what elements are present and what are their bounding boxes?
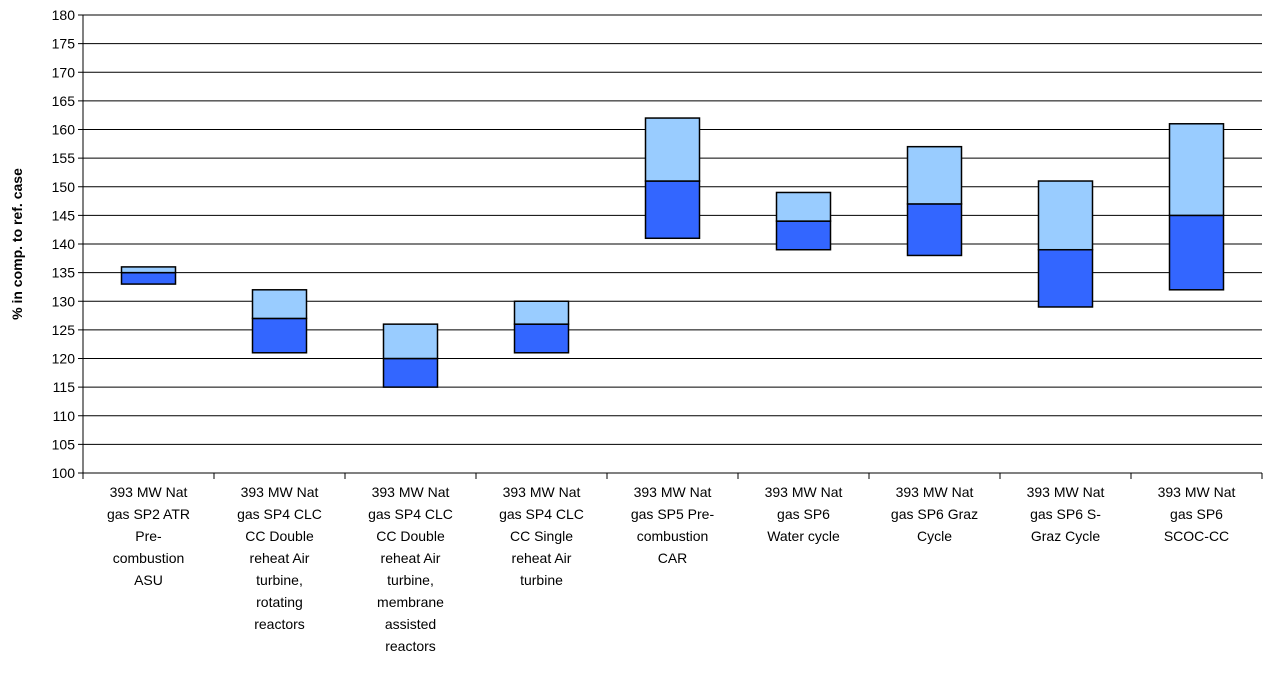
bar-upper-segment [1170, 124, 1224, 216]
y-tick-label: 155 [52, 150, 76, 166]
bar-lower-segment [646, 181, 700, 238]
bar-lower-segment [253, 318, 307, 352]
bar-upper-segment [253, 290, 307, 319]
x-category-label: 393 MW Nat gas SP4 CLC CC Single reheat Air… [499, 484, 584, 588]
bar-upper-segment [384, 324, 438, 358]
x-category-label: 393 MW Nat gas SP5 Pre-combustion CAR [631, 484, 715, 566]
x-category-label: 393 MW Nat gas SP6 S-Graz Cycle [1027, 484, 1105, 544]
y-tick-label: 105 [52, 436, 76, 452]
y-tick-label: 125 [52, 322, 76, 338]
y-tick-label: 145 [52, 207, 76, 223]
x-category-label: 393 MW Nat gas SP6 SCOC-CC [1158, 484, 1236, 544]
bar-upper-segment [777, 192, 831, 221]
y-tick-label: 180 [52, 7, 76, 23]
x-category-label: 393 MW Nat gas SP2 ATR Pre-combustion ASU [107, 484, 190, 588]
y-tick-label: 170 [52, 64, 76, 80]
x-category-label: 393 MW Nat gas SP6 Graz Cycle [891, 484, 978, 544]
bar-upper-segment [515, 301, 569, 324]
bar-lower-segment [122, 273, 176, 284]
bar-lower-segment [908, 204, 962, 256]
bar-lower-segment [515, 324, 569, 353]
y-tick-label: 160 [52, 122, 76, 138]
x-category-label: 393 MW Nat gas SP6 Water cycle [765, 484, 843, 544]
y-tick-label: 175 [52, 36, 76, 52]
y-tick-label: 165 [52, 93, 76, 109]
y-tick-label: 110 [53, 408, 76, 424]
y-tick-label: 140 [52, 236, 76, 252]
bar-upper-segment [646, 118, 700, 181]
y-tick-label: 100 [52, 465, 76, 481]
y-tick-label: 130 [52, 293, 76, 309]
y-tick-labels: 100 105 110 115 120 125 130 135 140 145 150 155 160 1… [52, 7, 76, 481]
bar-lower-segment [1039, 250, 1093, 307]
y-tick-label: 150 [52, 179, 76, 195]
x-category-labels: 393 MW Nat gas SP2 ATR Pre-combustion ASU 39… [107, 484, 1236, 654]
y-tick-label: 135 [52, 265, 76, 281]
bar-upper-segment [122, 267, 176, 273]
bar-lower-segment [1170, 215, 1224, 289]
y-tick-label: 115 [53, 379, 76, 395]
x-category-label: 393 MW Nat gas SP4 CLC CC Double reheat Air… [368, 484, 453, 654]
bar-lower-segment [777, 221, 831, 250]
bar-lower-segment [384, 359, 438, 388]
y-tick-label: 120 [52, 351, 76, 367]
bar-upper-segment [1039, 181, 1093, 250]
y-axis-title: % in comp. to ref. case [9, 168, 25, 320]
x-category-label: 393 MW Nat gas SP4 CLC CC Double reheat Air… [237, 484, 322, 632]
bar-upper-segment [908, 147, 962, 204]
